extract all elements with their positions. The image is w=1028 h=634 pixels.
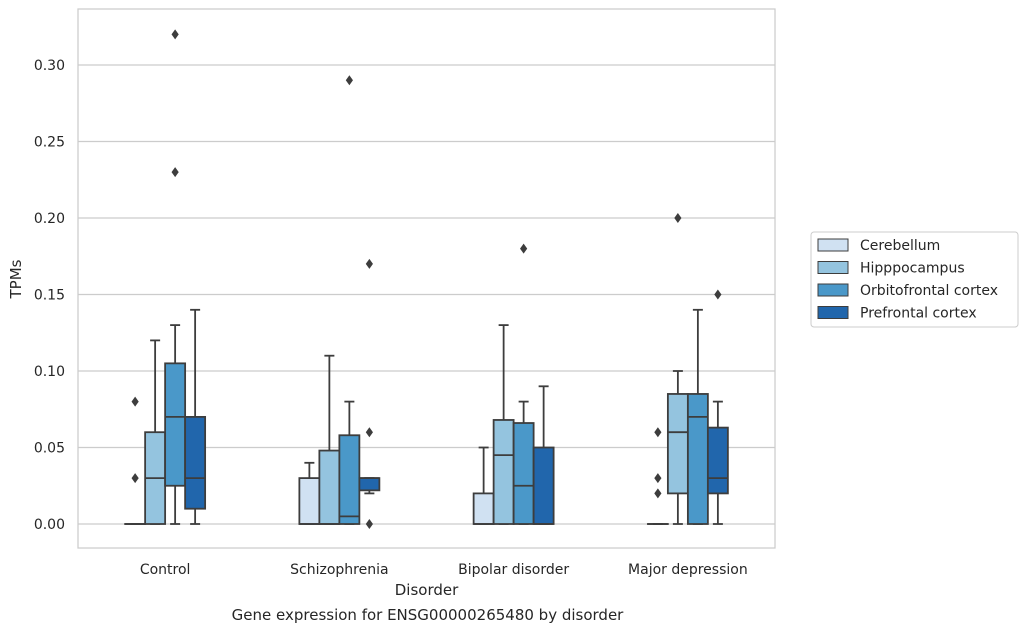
box-body: [184, 415, 207, 510]
legend-swatch: [817, 261, 849, 274]
box-body: [318, 449, 341, 525]
box-body: [472, 492, 495, 525]
box-body: [686, 393, 709, 525]
plot-frame: [77, 8, 776, 549]
y-tick-label: 0.00: [34, 517, 65, 533]
box-body: [492, 419, 515, 525]
box-group: [358, 258, 381, 529]
legend-frame: [810, 231, 1019, 328]
legend-label: Prefrontal cortex: [860, 306, 977, 322]
x-tick-label: Major depression: [628, 562, 748, 578]
outlier-point: [171, 167, 179, 178]
box-body: [358, 477, 381, 492]
outlier-point: [131, 396, 139, 407]
legend-label: Cerebellum: [860, 238, 940, 254]
box-body: [532, 446, 555, 525]
y-axis-label: TPMs: [7, 259, 25, 299]
box-group: [184, 308, 207, 525]
legend-swatch: [817, 306, 849, 319]
x-tick-label: Schizophrenia: [290, 562, 388, 578]
y-tick-label: 0.30: [34, 58, 65, 74]
outlier-point: [345, 75, 353, 86]
box-plot-series: [124, 29, 729, 529]
y-tick-label: 0.15: [34, 288, 65, 304]
outlier-point: [131, 473, 139, 484]
box-group: [164, 29, 187, 525]
figure-caption: Gene expression for ENSG00000265480 by d…: [231, 606, 624, 624]
outlier-point: [365, 258, 373, 269]
legend-label: Hipppocampus: [860, 261, 965, 277]
y-axis-tick-labels: 0.00 0.05 0.10 0.15 0.20 0.25 0.30: [34, 58, 65, 533]
box-group: [686, 308, 709, 525]
x-axis-label: Disorder: [395, 581, 459, 599]
box-body: [512, 422, 535, 525]
outlier-point: [365, 427, 373, 438]
box-body: [298, 477, 321, 525]
x-tick-label: Bipolar disorder: [458, 562, 569, 578]
box-body: [338, 434, 361, 525]
outlier-point: [674, 213, 682, 223]
y-tick-label: 0.10: [34, 364, 65, 380]
box-group: [492, 324, 515, 525]
y-tick-label: 0.25: [34, 135, 65, 151]
legend-swatch: [817, 238, 849, 252]
box-body: [666, 393, 689, 495]
outlier-point: [654, 473, 662, 484]
legend-label: Orbitofrontal cortex: [860, 283, 998, 299]
outlier-point: [365, 519, 373, 529]
box-body: [164, 362, 187, 487]
outlier-point: [520, 243, 528, 254]
x-tick-label: Control: [140, 562, 191, 578]
y-tick-label: 0.05: [34, 441, 65, 457]
box-group: [532, 385, 555, 525]
box-group: [646, 427, 669, 525]
outlier-point: [654, 427, 662, 438]
y-tick-label: 0.20: [34, 211, 65, 227]
box-group: [706, 289, 729, 525]
legend: Cerebellum Hipppocampus Orbitofrontal cort…: [810, 231, 1019, 328]
outlier-point: [654, 488, 662, 499]
outlier-point: [171, 29, 179, 40]
legend-swatch: [817, 283, 849, 297]
x-axis-tick-labels: Control Schizophrenia Bipolar disorder Majo…: [140, 562, 748, 578]
box-body: [706, 426, 729, 495]
outlier-point: [714, 289, 722, 300]
